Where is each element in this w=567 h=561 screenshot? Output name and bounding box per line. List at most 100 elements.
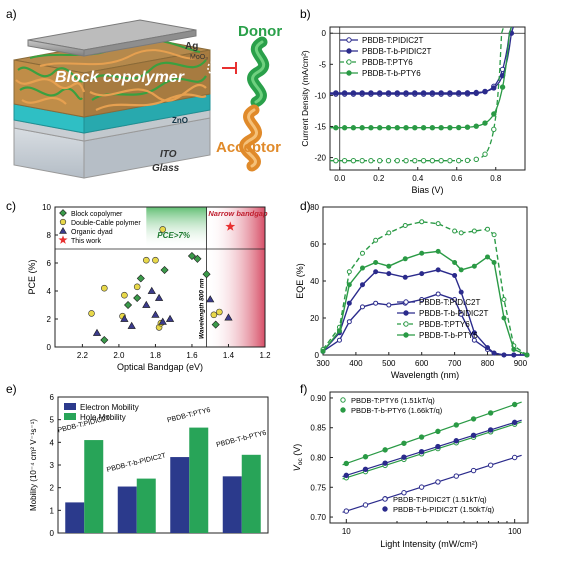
data-point: [412, 90, 418, 96]
data-point: [386, 271, 392, 277]
data-point: [471, 330, 477, 336]
data-point: [154, 293, 164, 301]
y-axis-label: PCE (%): [27, 259, 37, 294]
bar: [84, 440, 104, 533]
data-point: [501, 352, 507, 358]
pce-region: [146, 207, 207, 249]
data-point: [452, 260, 458, 265]
data-point: [420, 157, 427, 164]
wavelength-annotation: Wavelength 800 nm: [199, 278, 206, 339]
x-tick-label: 0.2: [373, 174, 385, 183]
data-point: [142, 300, 151, 308]
x-tick-label: 400: [349, 359, 363, 368]
data-point: [193, 254, 202, 263]
data-point: [359, 282, 365, 288]
fit-line: [342, 419, 522, 478]
legend-marker: [346, 70, 352, 76]
legend-label: PBDB-T-b-PIDIC2T: [362, 47, 431, 56]
data-point: [453, 422, 459, 428]
x-tick-label: 900: [514, 359, 528, 368]
y-axis-label: Mobility (10⁻⁴ cm² V⁻¹s⁻¹): [29, 419, 38, 511]
data-point: [401, 490, 407, 496]
x-tick-label: 600: [415, 359, 429, 368]
data-point: [359, 157, 365, 164]
data-point: [458, 289, 464, 295]
data-point: [224, 313, 233, 321]
data-point: [473, 156, 479, 163]
y-tick-label: 20: [310, 314, 319, 323]
data-point: [92, 328, 102, 336]
data-point: [491, 232, 497, 238]
data-point: [458, 267, 464, 273]
category-label: PBDB-T-b-PTY6: [216, 430, 268, 449]
data-point: [343, 508, 350, 514]
data-point: [165, 314, 175, 322]
legend-marker: [382, 506, 388, 512]
x-axis-label: Wavelength (nm): [391, 370, 459, 380]
legend-marker: [340, 407, 346, 413]
data-point: [368, 157, 374, 164]
y-tick-label: 0: [322, 29, 327, 38]
data-point: [120, 314, 129, 322]
data-point: [511, 352, 517, 358]
data-point: [341, 125, 348, 131]
data-point: [127, 321, 136, 329]
data-point: [382, 447, 388, 453]
data-point: [435, 428, 441, 435]
x-tick-label: 300: [316, 359, 330, 368]
data-point: [435, 291, 441, 297]
data-point: [487, 427, 494, 433]
data-point: [362, 466, 369, 473]
label-block-copolymer: Block copolymer: [55, 69, 185, 86]
data-point: [151, 310, 160, 318]
label-acceptor: Acceptor: [216, 139, 281, 156]
data-point: [418, 448, 425, 455]
y-tick-label: 80: [310, 203, 319, 212]
data-point: [458, 311, 464, 317]
y-tick-label: 0.90: [310, 394, 326, 403]
data-point: [100, 335, 109, 345]
data-point: [160, 265, 169, 275]
y-tick-label: 1: [50, 506, 55, 515]
legend-swatch: [64, 403, 76, 410]
data-point: [377, 125, 383, 131]
panel-label-b: b): [300, 7, 311, 21]
data-point: [386, 302, 392, 308]
bar: [222, 476, 242, 533]
data-point: [124, 300, 133, 310]
x-tick-label: 700: [448, 359, 462, 368]
data-point: [333, 157, 339, 164]
legend-marker: [340, 397, 346, 403]
data-point: [88, 310, 95, 317]
chart-e-mobility: 0 1 2 3 4 5 6 Mobility (10⁻⁴ cm² V⁻¹s⁻¹) PBDB-T:…: [29, 393, 269, 538]
y-axis-unit: (V): [292, 444, 302, 459]
legend-marker: [59, 227, 67, 234]
panel-label-c: c): [6, 199, 16, 213]
data-point: [206, 295, 215, 303]
data-point: [368, 90, 374, 96]
y-tick-label: 40: [310, 277, 319, 286]
y-tick-label: 0: [50, 529, 55, 538]
y-tick-label: 8: [47, 231, 52, 240]
data-point: [377, 157, 383, 164]
data-point: [464, 157, 471, 164]
label-zno: ZnO: [172, 116, 188, 125]
data-point: [373, 237, 379, 243]
data-point: [394, 90, 400, 96]
data-point: [429, 125, 436, 131]
legend-marker: [346, 48, 352, 54]
data-point: [473, 89, 479, 96]
data-point: [359, 265, 365, 271]
x-tick-label: 2.2: [77, 351, 89, 360]
legend-label: PBDB-T:PTY6 (1.51kT/q): [351, 396, 435, 405]
label-ag: Ag: [185, 41, 198, 52]
data-point: [429, 90, 436, 96]
data-point: [336, 337, 342, 343]
data-point: [420, 125, 427, 131]
x-tick-label: 1.2: [259, 351, 271, 360]
y-tick-label: 2: [50, 484, 55, 493]
data-point: [471, 228, 477, 234]
legend-label: PBDB-T-b-PIDIC2T: [419, 309, 488, 318]
x-tick-label: 0.8: [490, 174, 502, 183]
data-point: [210, 311, 218, 319]
